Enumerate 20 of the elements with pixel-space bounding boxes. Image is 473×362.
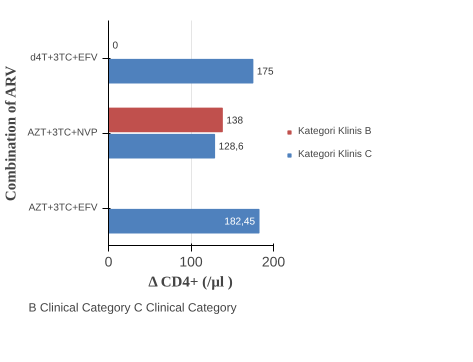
bar xyxy=(108,58,254,84)
data-label: 0 xyxy=(112,40,118,52)
x-tick-label: 200 xyxy=(262,254,286,270)
data-label: 138 xyxy=(226,115,244,126)
legend-label: Kategori Klinis B xyxy=(298,126,372,137)
x-axis-title: Δ CD4+ (/μl ) xyxy=(148,274,233,290)
x-tick-label: 100 xyxy=(179,254,203,270)
y-tick-label: AZT+3TC+EFV xyxy=(28,202,98,214)
y-tick-label: AZT+3TC+NVP xyxy=(27,128,98,138)
data-label: 175 xyxy=(256,66,274,78)
bar xyxy=(108,208,260,234)
legend-label: Kategori Klinis C xyxy=(298,149,372,160)
y-axis-title: Combination of ARV xyxy=(3,66,20,202)
data-label: 128,6 xyxy=(218,142,244,153)
data-label: 182,45 xyxy=(224,216,256,228)
bar xyxy=(108,134,216,158)
bar xyxy=(108,108,223,132)
text: B Clinical Category C Clinical Category xyxy=(28,300,237,314)
y-tick-label: d4T+3TC+EFV xyxy=(30,52,98,64)
x-tick-label: 0 xyxy=(104,254,113,270)
